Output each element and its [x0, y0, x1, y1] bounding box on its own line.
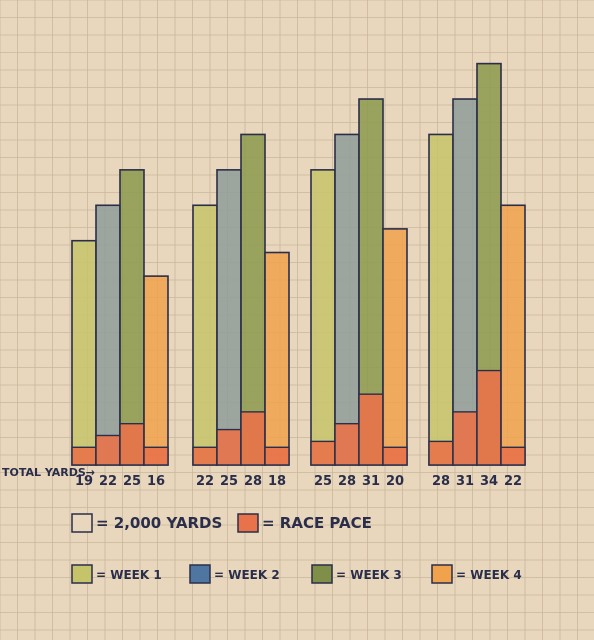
- bar-week2-g1: [95, 204, 121, 466]
- bar-week1-g1: [71, 239, 97, 466]
- total-yards-value: 31: [456, 474, 474, 489]
- bar-week2-g2: [216, 169, 242, 466]
- bar-week4-g2: [264, 251, 290, 466]
- race-pace-segment: [240, 411, 266, 466]
- total-yards-value: 22: [504, 474, 522, 489]
- legend: = 2,000 YARDS = RACE PACE = WEEK 1 = WEEK 2…: [71, 513, 522, 584]
- bar-week1-g3: [310, 169, 336, 466]
- total-yards-value: 25: [314, 474, 332, 489]
- race-pace-segment: [143, 446, 169, 466]
- race-pace-segment: [119, 422, 145, 466]
- bar-week2-g4: [452, 98, 478, 466]
- legend-swatch: [431, 564, 453, 584]
- legend-label: = WEEK 4: [456, 568, 522, 582]
- total-yards-value: 28: [432, 474, 450, 489]
- total-yards-value: 34: [480, 474, 498, 489]
- legend-label: = 2,000 YARDS: [96, 514, 222, 532]
- bar-week4-g1: [143, 275, 169, 466]
- total-yards-value: 25: [123, 474, 141, 489]
- total-yards-value: 22: [196, 474, 214, 489]
- total-yards-value: 18: [268, 474, 286, 489]
- race-pace-segment: [428, 440, 454, 466]
- legend-label: = WEEK 2: [214, 568, 280, 582]
- race-pace-segment: [71, 446, 97, 466]
- total-yards-value: 16: [147, 474, 165, 489]
- legend-label: = WEEK 3: [336, 568, 402, 582]
- value-labels: 19 22 25 16 22 25 28 18 25 28 31 20 28 31 34 22: [75, 474, 522, 489]
- race-pace-segment: [476, 369, 502, 466]
- race-pace-segment: [334, 422, 360, 466]
- legend-swatch: [311, 564, 333, 584]
- legend-swatch: [71, 513, 93, 533]
- legend-swatch: [189, 564, 211, 584]
- race-pace-segment: [500, 446, 526, 466]
- race-pace-segment: [310, 440, 336, 466]
- legend-label: = RACE PACE: [262, 514, 372, 532]
- race-pace-segment: [216, 428, 242, 466]
- race-pace-segment: [264, 446, 290, 466]
- race-pace-segment: [452, 411, 478, 466]
- bar-week3-g1: [119, 169, 145, 466]
- bar-week4-g3: [382, 228, 408, 466]
- bar-groups: [71, 62, 526, 466]
- total-yards-value: 28: [244, 474, 262, 489]
- total-yards-value: 19: [75, 474, 93, 489]
- race-pace-segment: [192, 446, 218, 466]
- total-yards-value: 31: [362, 474, 380, 489]
- legend-label: = WEEK 1: [96, 568, 162, 582]
- bar-week1-g4: [428, 133, 454, 466]
- legend-swatch: [71, 564, 93, 584]
- total-yards-value: 22: [99, 474, 117, 489]
- bar-week2-g3: [334, 133, 360, 466]
- total-yards-label: TOTAL YARDS→: [2, 466, 95, 479]
- total-yards-value: 28: [338, 474, 356, 489]
- race-pace-segment: [358, 393, 384, 466]
- total-yards-value: 25: [220, 474, 238, 489]
- race-pace-segment: [95, 434, 121, 466]
- bar-week4-g4: [500, 204, 526, 466]
- bar-week1-g2: [192, 204, 218, 466]
- total-yards-value: 20: [386, 474, 404, 489]
- race-pace-segment: [382, 446, 408, 466]
- legend-swatch: [237, 513, 259, 533]
